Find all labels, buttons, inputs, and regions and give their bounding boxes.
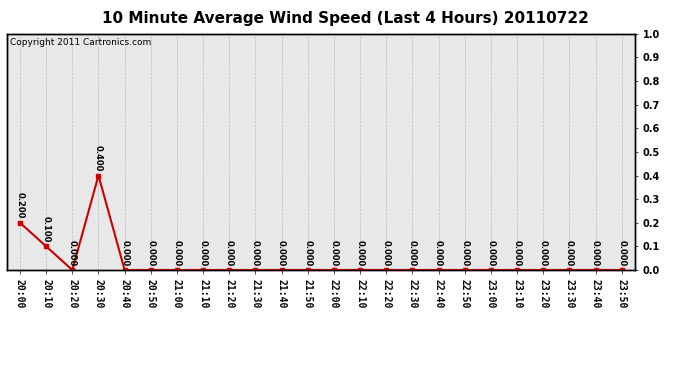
Text: 0.000: 0.000 xyxy=(172,240,181,266)
Text: 0.400: 0.400 xyxy=(94,145,103,171)
Text: 0.000: 0.000 xyxy=(277,240,286,266)
Text: 0.000: 0.000 xyxy=(618,240,627,266)
Text: 0.000: 0.000 xyxy=(120,240,129,266)
Text: 0.000: 0.000 xyxy=(408,240,417,266)
Text: 0.000: 0.000 xyxy=(355,240,364,266)
Text: 0.000: 0.000 xyxy=(329,240,338,266)
Text: 0.000: 0.000 xyxy=(146,240,155,266)
Text: 0.000: 0.000 xyxy=(539,240,548,266)
Text: 0.100: 0.100 xyxy=(41,216,50,242)
Text: 0.200: 0.200 xyxy=(15,192,24,219)
Text: 0.000: 0.000 xyxy=(460,240,469,266)
Text: 10 Minute Average Wind Speed (Last 4 Hours) 20110722: 10 Minute Average Wind Speed (Last 4 Hou… xyxy=(101,11,589,26)
Text: 0.000: 0.000 xyxy=(68,240,77,266)
Text: 0.000: 0.000 xyxy=(199,240,208,266)
Text: 0.000: 0.000 xyxy=(434,240,443,266)
Text: 0.000: 0.000 xyxy=(565,240,574,266)
Text: 0.000: 0.000 xyxy=(591,240,600,266)
Text: Copyright 2011 Cartronics.com: Copyright 2011 Cartronics.com xyxy=(10,39,151,48)
Text: 0.000: 0.000 xyxy=(304,240,313,266)
Text: 0.000: 0.000 xyxy=(382,240,391,266)
Text: 0.000: 0.000 xyxy=(486,240,495,266)
Text: 0.000: 0.000 xyxy=(225,240,234,266)
Text: 0.000: 0.000 xyxy=(513,240,522,266)
Text: 0.000: 0.000 xyxy=(251,240,260,266)
